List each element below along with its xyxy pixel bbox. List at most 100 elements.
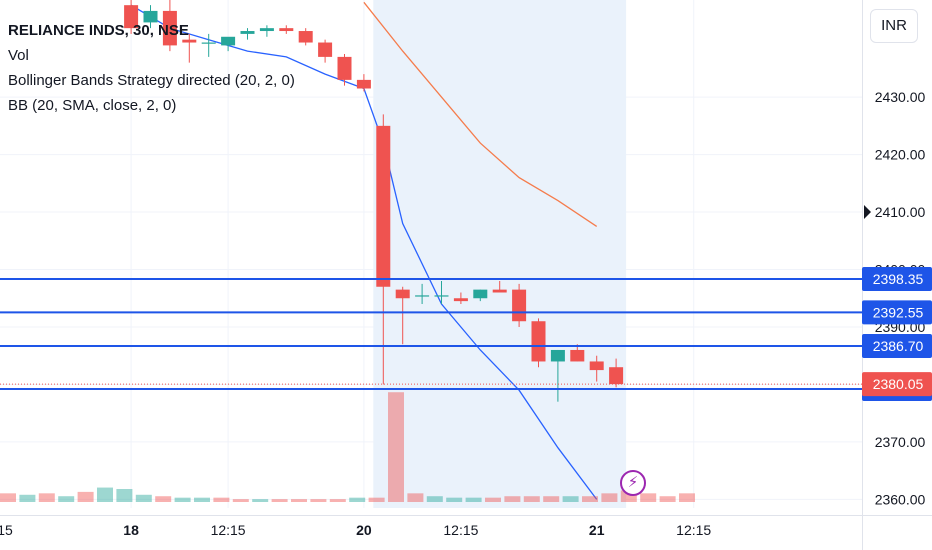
volume-bar [504,496,521,502]
volume-bar [232,499,249,502]
candle [318,39,333,63]
volume-bar [252,499,269,502]
candle-body [298,31,313,43]
legend-strategy[interactable]: Bollinger Bands Strategy directed (20, 2… [8,72,295,89]
volume-bar [679,493,695,502]
legend-volume[interactable]: Vol [8,47,29,64]
candle [434,281,449,304]
candle-body [182,39,197,43]
level-price-tag-bg [862,300,932,325]
volume-bar [0,493,16,502]
candle-body [492,289,507,293]
volume-bars [0,392,695,502]
volume-bar [310,499,327,502]
candle-body [434,295,449,297]
candle-body [589,361,604,371]
price-tick-label: 2410.00 [875,204,926,220]
legend: RELIANCE INDS, 30, NSE Vol Bollinger Ban… [8,18,295,118]
candle [201,33,216,57]
volume-bar [640,493,657,502]
volume-bar [291,499,307,502]
bands [130,0,627,508]
candle-body [143,10,158,23]
volume-bar [407,493,424,502]
candle-body [550,349,565,362]
volume-bar [271,499,288,502]
candle-body [531,321,546,362]
level-price-tag-text: 2392.55 [873,304,924,320]
volume-bar [582,496,598,502]
time-tick-label: 12:15 [0,522,13,538]
candle-body [415,295,430,297]
volume-bar [543,496,560,502]
candle-body [124,5,139,29]
level-lines [0,277,862,391]
lightning-bolt-icon[interactable]: ⚡︎ [620,470,646,496]
candle [162,0,177,52]
volume-bar [388,392,404,502]
candle-body [259,28,274,32]
volume-bar [174,497,191,502]
candle-body [201,42,216,44]
volume-bar [19,494,36,502]
candle-body [453,298,468,302]
candle-body [609,367,624,385]
time-tick-label: 18 [123,522,139,538]
candle-body [221,36,236,46]
volume-bar [485,497,501,502]
candle [182,33,197,63]
level-price-tag: 2398.35 [862,266,932,291]
band-fill [373,0,627,508]
volume-bar [116,489,133,502]
level-price-tag-bg [862,333,932,358]
price-tick-label: 2430.00 [875,89,926,105]
candle [589,355,604,382]
candle-body [376,125,391,287]
candle-body [570,349,585,362]
volume-bar [135,494,152,502]
candle-body [162,10,177,46]
candle [550,349,565,402]
candle [124,0,139,34]
volume-bar [155,496,172,502]
time-tick-label: 21 [589,522,605,538]
upper-band-line [363,1,598,227]
candle [376,114,391,385]
candle [453,292,468,304]
level-price-tag-bg [862,266,932,291]
volume-bar [213,497,230,502]
candle [492,281,507,293]
candle [512,283,527,327]
volume-bar [97,487,113,502]
candle [143,5,158,29]
volume-bar [329,499,346,502]
currency-button[interactable]: INR [870,9,918,43]
candle [298,28,313,46]
last-price-tag-bg [862,372,932,397]
legend-bb[interactable]: BB (20, SMA, close, 2, 0) [8,97,177,114]
candle [221,36,236,52]
candle-body [279,28,294,32]
level-price-tag-text: 2398.35 [873,271,924,287]
price-tick-label: 2370.00 [875,434,926,450]
volume-bar [77,491,94,502]
volume-bar [349,497,366,502]
volume-bar [368,497,385,502]
candle [337,54,352,86]
candle [279,25,294,34]
candle [609,358,624,388]
last-price-tag-text: 2380.05 [873,376,924,392]
candle [473,289,488,302]
price-tick-label: 2360.00 [875,491,926,507]
volume-bar [426,496,443,502]
candle [531,318,546,368]
legend-title[interactable]: RELIANCE INDS, 30, NSE [8,22,189,39]
volume-bar [601,493,618,502]
volume-bar [523,496,540,502]
level-price-tag: 2392.55 [862,300,932,325]
lower-band-line [130,4,598,500]
volume-bar [620,490,637,502]
candle-body [473,289,488,299]
